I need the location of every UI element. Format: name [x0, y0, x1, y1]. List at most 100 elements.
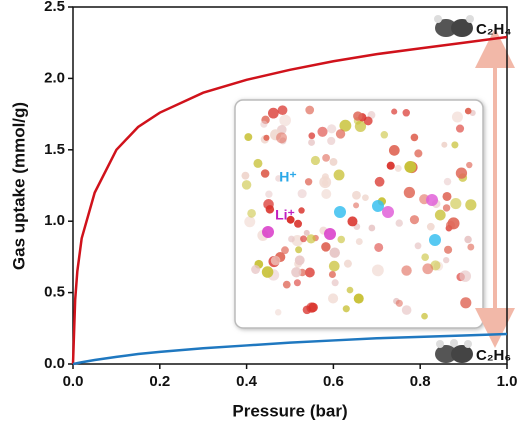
atom	[442, 191, 452, 201]
ion	[372, 200, 384, 212]
atom	[263, 199, 274, 210]
x-tick-label: 0.4	[236, 373, 258, 390]
atom	[310, 155, 320, 166]
series-line	[71, 35, 508, 365]
atom	[352, 190, 361, 200]
atom	[343, 259, 352, 268]
atom	[421, 253, 429, 262]
atom	[426, 222, 435, 231]
atom	[403, 186, 416, 199]
atom	[414, 149, 423, 158]
atom	[355, 238, 363, 246]
atom	[394, 164, 402, 172]
annotation: H⁺	[279, 169, 297, 185]
atom	[409, 215, 420, 225]
ion	[382, 206, 394, 218]
atom	[353, 293, 364, 304]
atom	[244, 216, 256, 228]
atom	[260, 169, 270, 178]
atom	[455, 124, 465, 133]
atom	[333, 169, 345, 181]
y-tick-label: 0.0	[44, 355, 65, 372]
x-tick-label: 0.6	[323, 373, 344, 390]
plot-frame	[72, 6, 508, 365]
atom	[388, 145, 400, 156]
atom	[327, 136, 336, 146]
atom	[331, 279, 339, 287]
ethane-icon	[435, 339, 473, 363]
atom	[374, 242, 384, 252]
atom	[317, 126, 328, 137]
atom	[401, 305, 412, 315]
atom	[270, 255, 281, 266]
atom	[451, 111, 463, 123]
atom	[319, 176, 332, 189]
atom	[294, 219, 303, 228]
atom	[277, 105, 288, 116]
atom	[297, 189, 307, 199]
x-tick-label: 0.0	[63, 373, 84, 390]
atom	[281, 246, 289, 255]
atom	[339, 119, 352, 132]
atom	[380, 131, 389, 139]
atom	[353, 202, 360, 209]
atom	[442, 204, 451, 212]
atom	[467, 243, 475, 251]
y-tick-label: 1.0	[44, 212, 65, 229]
annotation: Li⁺	[275, 207, 295, 223]
atom	[371, 264, 384, 277]
atom	[335, 129, 346, 139]
atom	[291, 267, 302, 278]
legend-label: C₂H₆	[476, 347, 511, 364]
ion	[324, 228, 336, 240]
inset: H⁺ Li⁺	[234, 99, 484, 329]
atom	[443, 177, 452, 186]
atom	[291, 234, 304, 247]
atom	[329, 157, 338, 166]
atom	[395, 219, 403, 227]
ion	[334, 206, 346, 218]
atom	[434, 209, 446, 221]
atom	[386, 161, 395, 170]
y-tick-label: 0.5	[44, 284, 65, 301]
x-tick-label: 1.0	[497, 373, 518, 390]
atom	[253, 158, 263, 168]
atom	[363, 116, 373, 126]
atom	[445, 220, 456, 230]
atom	[263, 134, 270, 141]
atom	[261, 266, 274, 278]
atom	[322, 154, 330, 162]
atom	[267, 107, 279, 119]
x-axis-label: Pressure (bar)	[232, 401, 347, 420]
atom	[347, 216, 358, 227]
atom	[293, 279, 301, 287]
atom	[329, 247, 340, 258]
atom	[410, 133, 419, 142]
atom	[466, 161, 473, 169]
atom	[286, 215, 295, 224]
atom	[321, 242, 331, 252]
atom	[443, 256, 450, 264]
atom	[304, 267, 315, 278]
y-tick-label: 2.0	[44, 69, 65, 86]
atom	[337, 235, 346, 244]
atom	[276, 132, 287, 144]
atom	[274, 309, 282, 316]
atom	[464, 107, 472, 115]
atom	[450, 197, 462, 210]
atom	[300, 235, 307, 243]
ion	[429, 234, 441, 246]
atom	[459, 270, 472, 282]
atom	[460, 297, 472, 309]
atom	[328, 270, 336, 278]
atom	[455, 167, 468, 179]
legend-label: C₂H₄	[476, 21, 511, 38]
atom	[465, 199, 477, 211]
atom	[241, 171, 250, 180]
atom	[302, 305, 312, 315]
atom	[241, 180, 252, 190]
atom	[451, 141, 459, 149]
atom	[444, 245, 453, 254]
atom	[362, 194, 369, 202]
